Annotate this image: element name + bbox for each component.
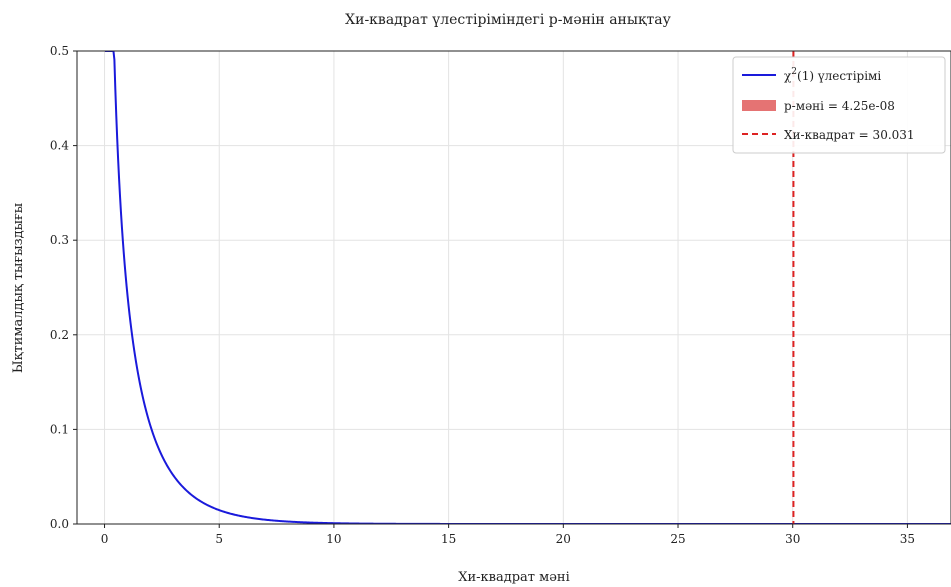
x-tick-label: 0: [101, 532, 109, 546]
x-tick-label: 25: [670, 532, 685, 546]
x-tick-label: 10: [326, 532, 341, 546]
legend-chi-label: χ2(1) үлестірімі: [784, 67, 881, 83]
plot-frame: [76, 50, 951, 525]
x-ticks: 0 5 10 15 20 25 30 35: [101, 524, 915, 546]
legend: χ2(1) үлестірімі p-мәні = 4.25e-08 Хи-кв…: [732, 56, 946, 154]
x-tick-label: 15: [441, 532, 456, 546]
x-tick-label: 5: [215, 532, 223, 546]
y-ticks: 0.0 0.1 0.2 0.3 0.4 0.5: [50, 44, 77, 531]
legend-pvalue-label: p-мәні = 4.25e-08: [784, 99, 895, 113]
y-tick-label: 0.4: [50, 139, 69, 153]
legend-box: [732, 56, 946, 154]
y-tick-label: 0.5: [50, 44, 69, 58]
x-axis-title: Хи-квадрат мәні: [458, 570, 570, 585]
x-tick-label: 30: [785, 532, 800, 546]
legend-stat-label: Хи-квадрат = 30.031: [784, 128, 915, 142]
chart-title: Хи-квадрат үлестіріміндегі p-мәнін анықт…: [345, 12, 671, 28]
y-axis-title: Ықтималдық тығыздығы: [11, 203, 26, 373]
y-tick-label: 0.3: [50, 233, 69, 247]
x-tick-label: 20: [556, 532, 571, 546]
x-tick-label: 35: [900, 532, 915, 546]
legend-area-swatch: [742, 100, 776, 111]
y-tick-label: 0.2: [50, 328, 69, 342]
y-tick-label: 0.0: [50, 517, 69, 531]
y-tick-label: 0.1: [50, 422, 69, 436]
